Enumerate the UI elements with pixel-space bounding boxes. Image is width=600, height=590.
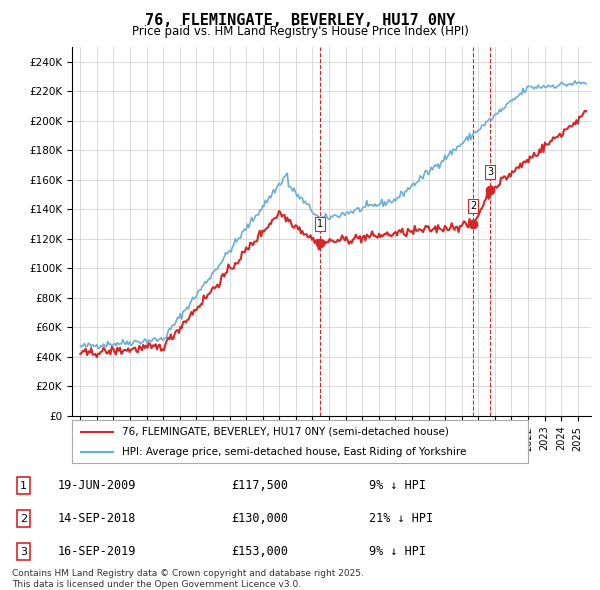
Text: 3: 3: [20, 547, 27, 557]
Text: 2: 2: [470, 201, 476, 211]
Text: 1: 1: [317, 219, 323, 230]
Text: £130,000: £130,000: [231, 512, 288, 525]
Text: 76, FLEMINGATE, BEVERLEY, HU17 0NY (semi-detached house): 76, FLEMINGATE, BEVERLEY, HU17 0NY (semi…: [122, 427, 449, 437]
Text: £117,500: £117,500: [231, 479, 288, 492]
Text: £153,000: £153,000: [231, 545, 288, 558]
Text: Contains HM Land Registry data © Crown copyright and database right 2025.
This d: Contains HM Land Registry data © Crown c…: [12, 569, 364, 589]
Text: 3: 3: [487, 167, 493, 177]
Text: 19-JUN-2009: 19-JUN-2009: [58, 479, 136, 492]
Text: 76, FLEMINGATE, BEVERLEY, HU17 0NY: 76, FLEMINGATE, BEVERLEY, HU17 0NY: [145, 13, 455, 28]
Text: 16-SEP-2019: 16-SEP-2019: [58, 545, 136, 558]
Text: 9% ↓ HPI: 9% ↓ HPI: [369, 479, 426, 492]
Text: 1: 1: [20, 481, 27, 491]
Text: 2: 2: [20, 514, 27, 524]
Text: HPI: Average price, semi-detached house, East Riding of Yorkshire: HPI: Average price, semi-detached house,…: [122, 447, 467, 457]
Text: 9% ↓ HPI: 9% ↓ HPI: [369, 545, 426, 558]
Text: 14-SEP-2018: 14-SEP-2018: [58, 512, 136, 525]
Text: Price paid vs. HM Land Registry's House Price Index (HPI): Price paid vs. HM Land Registry's House …: [131, 25, 469, 38]
Text: 21% ↓ HPI: 21% ↓ HPI: [369, 512, 433, 525]
